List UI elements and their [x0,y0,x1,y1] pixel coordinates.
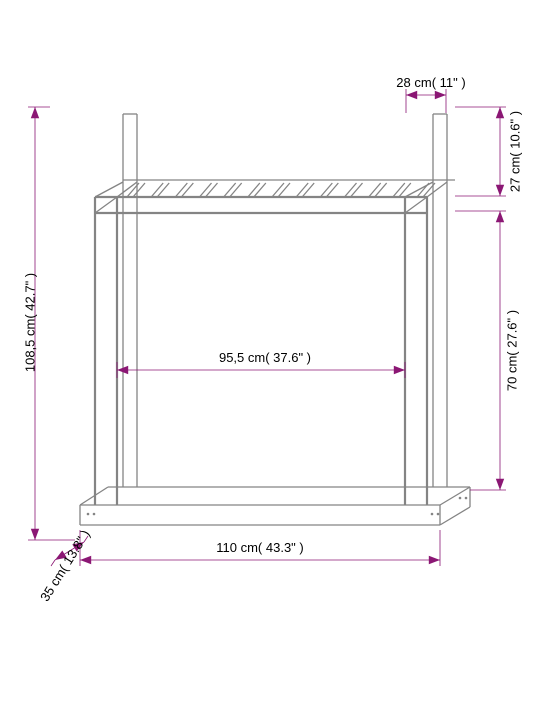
label-height-total: 108,5 cm( 42.7" ) [23,243,38,403]
label-outer-width: 110 cm( 43.3" ) [160,540,360,555]
label-lower-height: 70 cm( 27.6" ) [505,291,520,411]
label-upper-height: 27 cm( 10.6" ) [508,92,523,212]
label-top-depth: 28 cm( 11" ) [376,75,486,90]
diagram-stage: 108,5 cm( 42.7" ) 35 cm( 13.8" ) 95,5 cm… [0,0,540,720]
label-inner-width: 95,5 cm( 37.6" ) [165,350,365,365]
